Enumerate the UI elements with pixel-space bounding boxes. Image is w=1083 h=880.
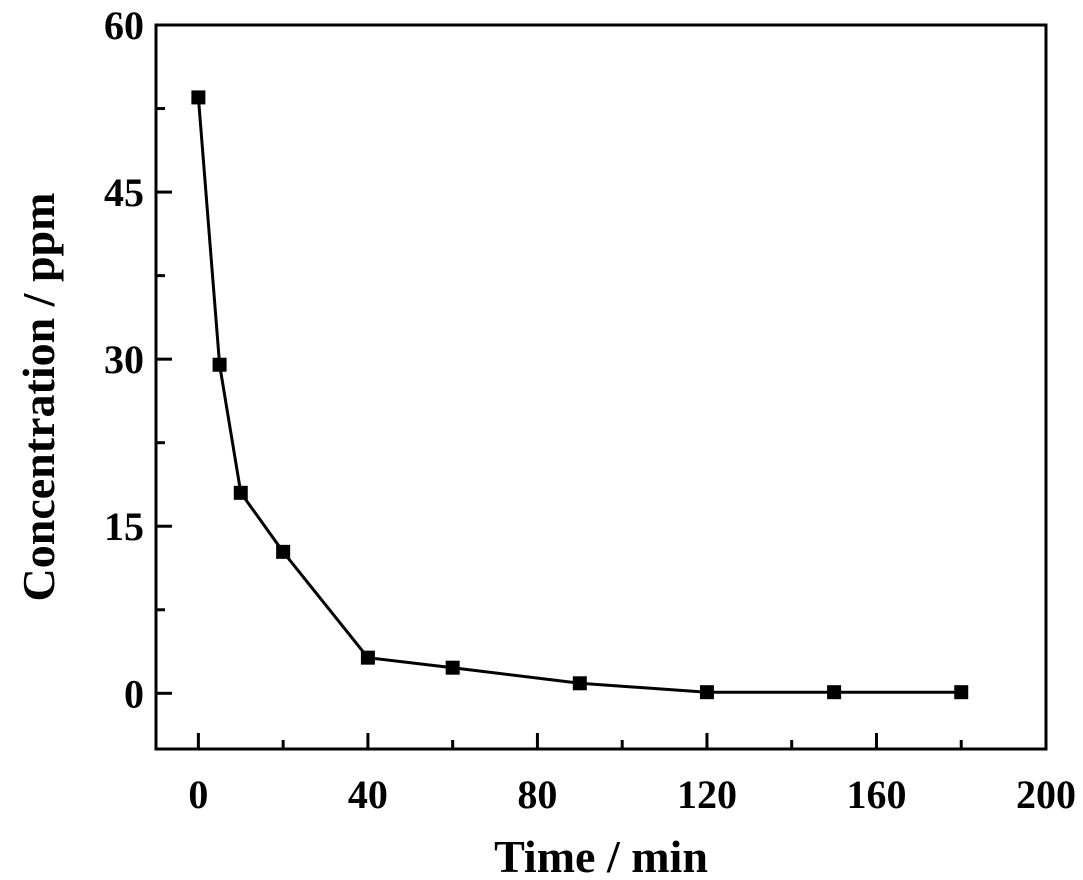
y-tick-label: 0 [124, 671, 144, 716]
x-axis-title: Time / min [494, 831, 708, 880]
y-tick-label: 15 [104, 504, 144, 549]
plot-area [154, 23, 1048, 751]
axis-tick-labels: 0 40 80 120 160 200 0 15 30 45 60 [104, 3, 1076, 817]
data-point-marker [212, 357, 227, 372]
data-point-marker [827, 685, 842, 700]
data-point-marker [191, 90, 206, 105]
data-point-marker [699, 685, 714, 700]
y-tick-label: 60 [104, 3, 144, 48]
data-point-marker [445, 660, 460, 675]
x-tick-label: 0 [188, 772, 208, 817]
series-layer [191, 90, 969, 700]
series-line [196, 97, 962, 694]
x-tick-label: 160 [846, 772, 906, 817]
y-tick-label: 30 [104, 337, 144, 382]
x-tick-label: 40 [348, 772, 388, 817]
y-tick-label: 45 [104, 170, 144, 215]
y-axis-title: Concentration / ppm [13, 193, 64, 602]
x-tick-label: 200 [1016, 772, 1076, 817]
plot-frame [154, 23, 1048, 751]
x-tick-label: 80 [517, 772, 557, 817]
x-tick-label: 120 [677, 772, 737, 817]
data-point-marker [276, 544, 291, 559]
axis-ticks [156, 23, 1048, 749]
data-point-marker [954, 685, 969, 700]
data-point-marker [233, 485, 248, 500]
data-point-marker [360, 650, 375, 665]
data-point-marker [572, 676, 587, 691]
